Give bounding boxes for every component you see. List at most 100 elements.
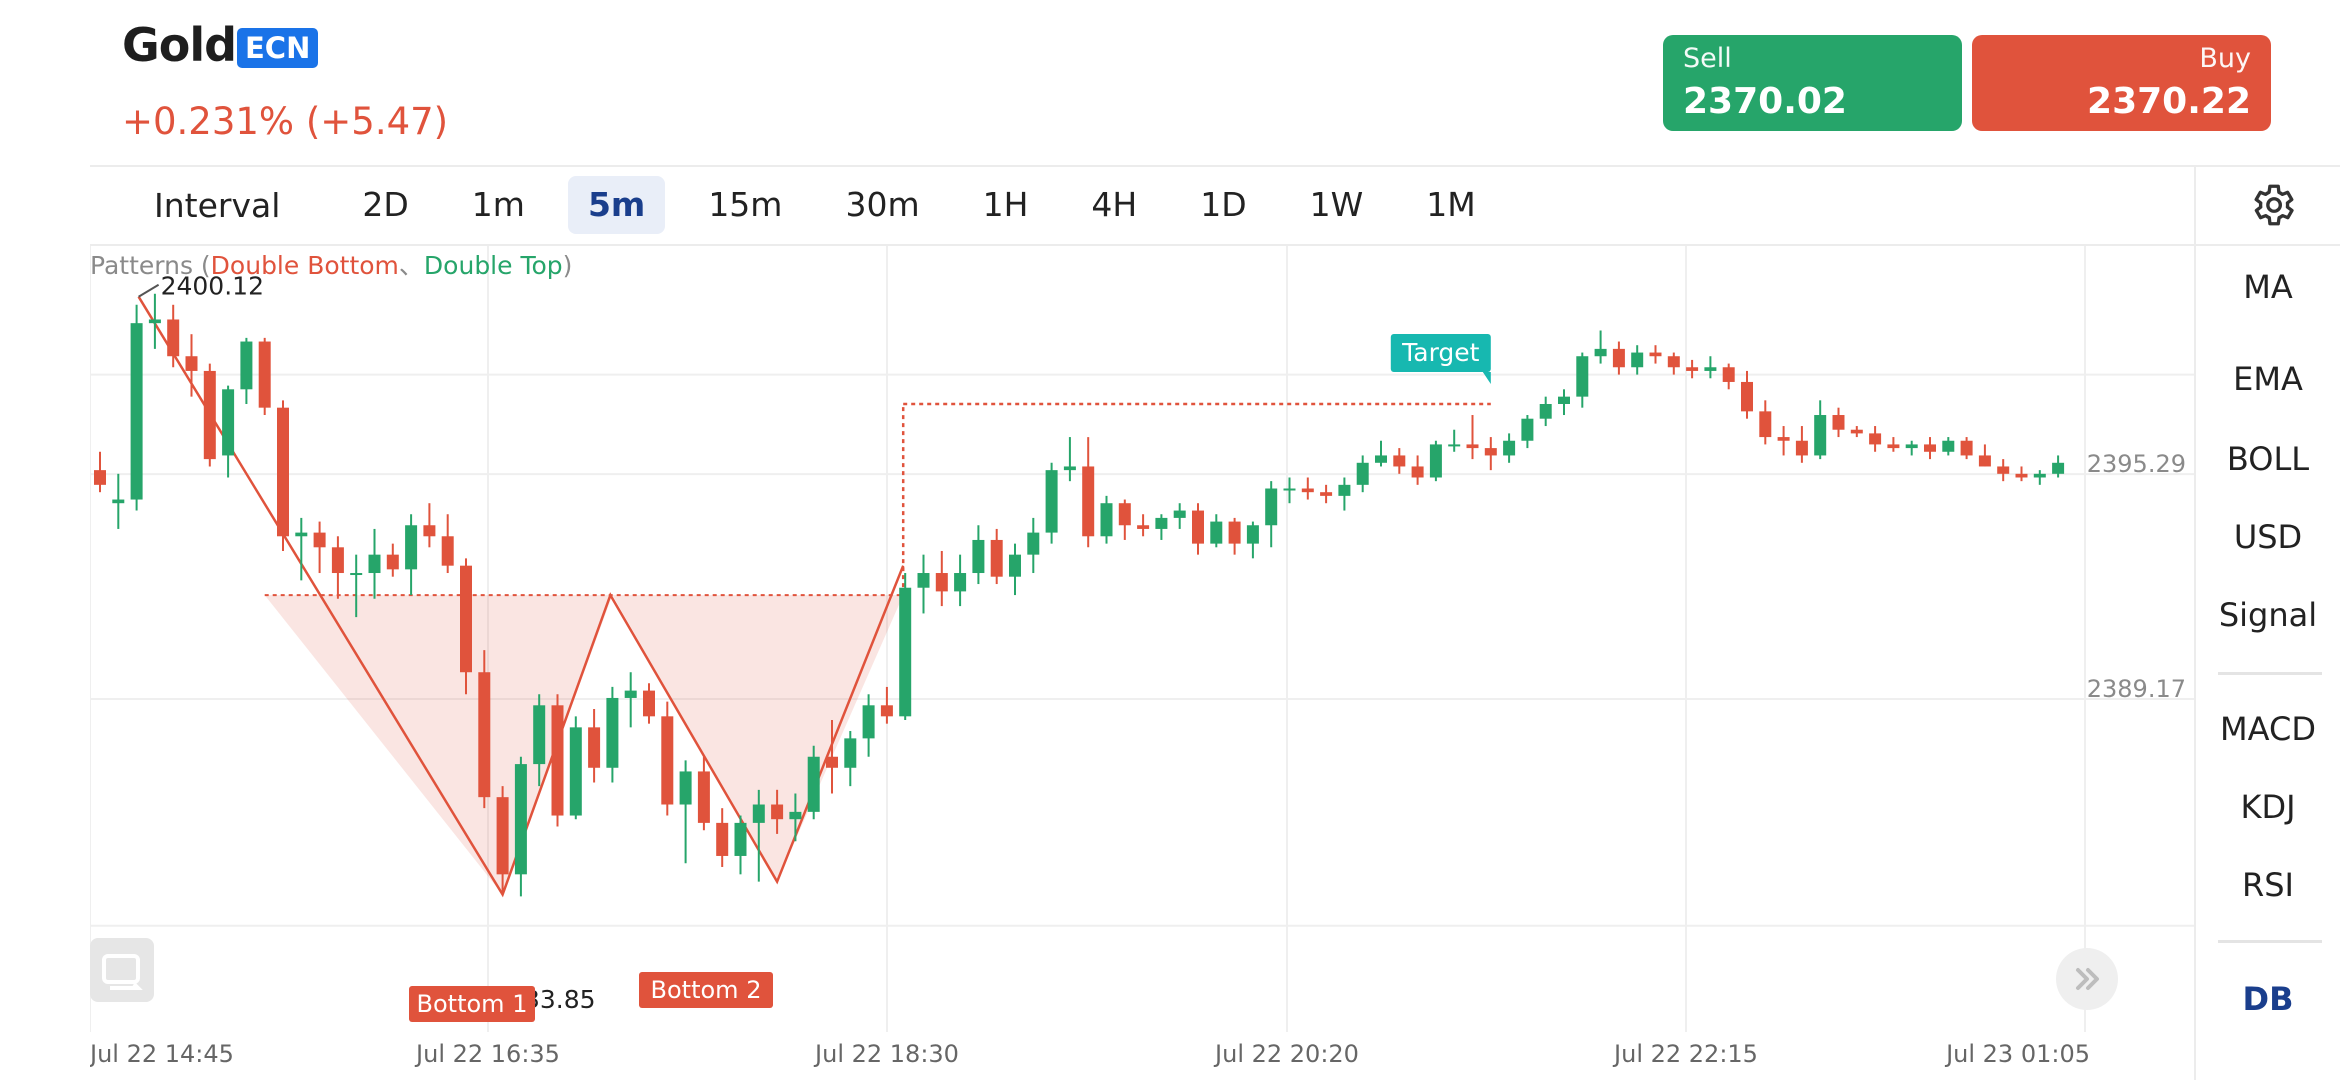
- candle-body: [1137, 525, 1150, 529]
- candle-body: [569, 727, 582, 816]
- indicator-ema[interactable]: EMA: [2233, 360, 2303, 398]
- candle-body: [185, 356, 198, 371]
- candle-body: [807, 756, 820, 812]
- sell-button[interactable]: Sell 2370.02: [1663, 35, 1962, 131]
- candle-body: [1338, 484, 1351, 496]
- candle-body: [1759, 411, 1772, 438]
- symbol-title: Gold: [122, 18, 237, 72]
- candle-body: [331, 547, 344, 574]
- candle-body: [789, 811, 802, 820]
- candle-body: [2033, 473, 2046, 478]
- candle-body: [826, 756, 838, 768]
- candle-body: [460, 565, 472, 673]
- scroll-latest-button[interactable]: [2056, 948, 2118, 1010]
- indicator-panel: MA EMA BOLL USD Signal MACD KDJ RSI DB: [2196, 246, 2340, 1080]
- patterns-legend: Patterns (Double Bottom、Double Top): [90, 246, 572, 282]
- candle-body: [1027, 532, 1040, 555]
- candle-body: [734, 822, 747, 856]
- interval-1month[interactable]: 1M: [1426, 185, 1476, 224]
- candle-body: [1978, 455, 1991, 467]
- interval-30m[interactable]: 30m: [845, 185, 920, 224]
- candle-body: [94, 470, 106, 485]
- candle-body: [1320, 492, 1333, 496]
- candle-body: [990, 539, 1003, 577]
- legend-double-bottom[interactable]: Double Bottom: [210, 251, 399, 280]
- candlestick-chart[interactable]: 2395.29 2389.17 Jul 22 14:45 Jul 22 16:35 Ju…: [90, 246, 2194, 1080]
- candle-body: [277, 407, 289, 537]
- x-tick-label: Jul 23 01:05: [1944, 1040, 2090, 1068]
- legend-suffix: ): [562, 251, 573, 280]
- candle-body: [661, 716, 674, 805]
- interval-2d[interactable]: 2D: [362, 185, 409, 224]
- scroll-latest-icon: [2076, 968, 2099, 990]
- settings-button[interactable]: [2247, 180, 2297, 230]
- candle-body: [1576, 356, 1589, 397]
- candle-body: [405, 525, 418, 570]
- legend-double-top[interactable]: Double Top: [423, 251, 563, 280]
- candle-body: [1942, 440, 1955, 452]
- interval-label[interactable]: Interval: [154, 185, 281, 225]
- candle-body: [1667, 356, 1680, 368]
- candle-body: [1356, 462, 1369, 485]
- candle-body: [222, 389, 235, 456]
- high-price-label: 2400.12: [161, 272, 264, 301]
- indicator-db[interactable]: DB: [2242, 980, 2294, 1018]
- candle-body: [1832, 415, 1845, 430]
- y-tick-label: 2395.29: [2087, 450, 2186, 478]
- buy-button[interactable]: Buy 2370.22: [1972, 35, 2271, 131]
- candle-body: [624, 690, 637, 698]
- candle-body: [1777, 437, 1790, 441]
- interval-5m[interactable]: 5m: [567, 176, 666, 234]
- candle-body: [1173, 510, 1186, 518]
- gear-icon: [2254, 184, 2294, 226]
- candle-body: [1704, 367, 1717, 371]
- buy-label: Buy: [2199, 43, 2251, 74]
- candle-body: [606, 697, 619, 768]
- indicator-separator: [2218, 940, 2322, 943]
- candle-body: [1612, 348, 1625, 368]
- header-divider: [90, 165, 2340, 167]
- indicator-ma[interactable]: MA: [2243, 268, 2293, 306]
- candle-body: [1649, 352, 1662, 357]
- indicator-boll[interactable]: BOLL: [2226, 440, 2310, 478]
- indicator-usd[interactable]: USD: [2233, 518, 2303, 556]
- reset-view-button[interactable]: [90, 938, 154, 1002]
- candle-body: [1009, 554, 1021, 577]
- candle-body: [112, 499, 125, 504]
- candle-body: [258, 341, 271, 408]
- interval-1h[interactable]: 1H: [982, 185, 1029, 224]
- buy-price: 2370.22: [2087, 81, 2251, 122]
- reset-view-icon: [102, 954, 143, 990]
- high-leader-line: [138, 283, 160, 298]
- indicator-separator: [2218, 672, 2322, 675]
- candle-body: [386, 554, 399, 570]
- indicator-macd[interactable]: MACD: [2220, 710, 2316, 748]
- indicator-signal[interactable]: Signal: [2218, 596, 2318, 634]
- candle-body: [1850, 429, 1863, 434]
- indicator-kdj[interactable]: KDJ: [2240, 788, 2296, 826]
- candle-body: [295, 532, 308, 537]
- interval-4h[interactable]: 4H: [1091, 185, 1138, 224]
- candle-body: [240, 341, 253, 390]
- candle-body: [1265, 488, 1278, 526]
- candle-body: [1503, 440, 1516, 456]
- indicator-rsi[interactable]: RSI: [2242, 866, 2294, 904]
- interval-1m[interactable]: 1m: [471, 185, 525, 224]
- candle-body: [588, 727, 601, 768]
- bottom1-badge: [409, 986, 535, 1022]
- candle-body: [1484, 448, 1497, 456]
- target-badge: [1390, 334, 1491, 372]
- candle-body: [716, 822, 729, 856]
- candle-body: [1100, 503, 1113, 537]
- bottom1-label: Bottom 1: [417, 990, 528, 1018]
- interval-1d[interactable]: 1D: [1200, 185, 1247, 224]
- candle-body: [551, 705, 564, 816]
- candle-body: [679, 771, 692, 805]
- interval-1w[interactable]: 1W: [1309, 185, 1364, 224]
- x-tick-label: Jul 22 14:45: [90, 1040, 234, 1068]
- candle-body: [643, 690, 655, 717]
- interval-15m[interactable]: 15m: [708, 185, 783, 224]
- candle-body: [1375, 455, 1387, 463]
- candle-body: [2015, 473, 2028, 478]
